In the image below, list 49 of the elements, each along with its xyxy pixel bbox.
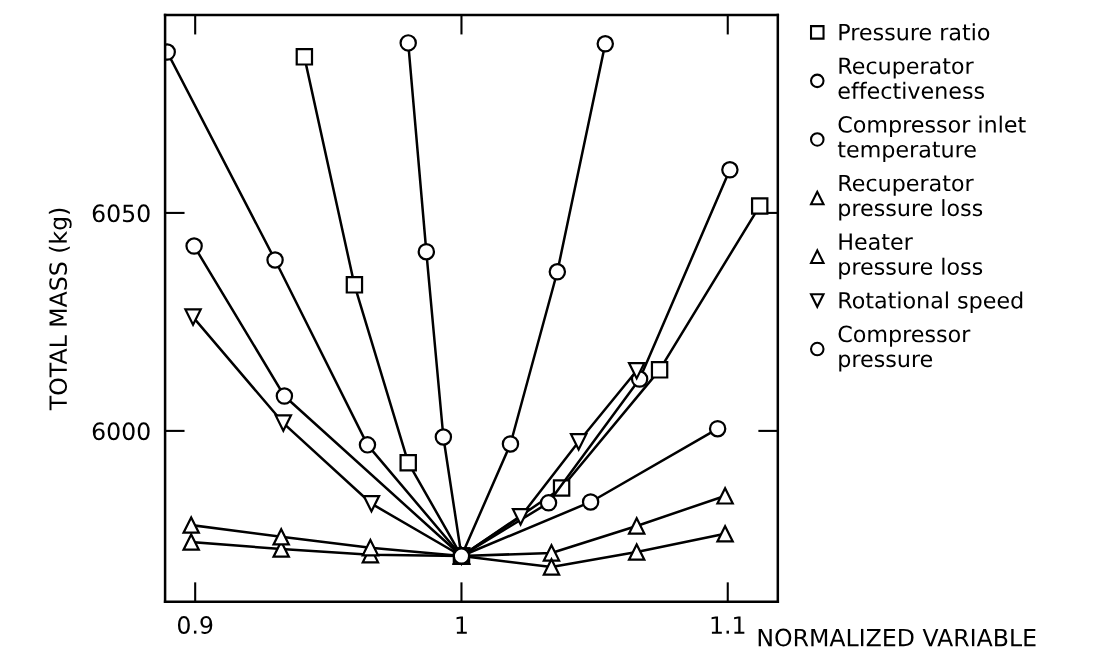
point — [399, 34, 417, 52]
point — [716, 525, 734, 543]
point — [362, 494, 381, 513]
point — [182, 533, 200, 551]
point — [266, 251, 284, 269]
point — [511, 508, 530, 526]
legend-label: Recuperator pressure loss — [839, 174, 983, 221]
legend-label: Recuperator effectiveness — [838, 57, 985, 100]
point — [272, 528, 290, 546]
x-tick-label: 1.1 — [711, 616, 745, 634]
point — [627, 543, 646, 561]
point — [548, 263, 567, 281]
legend-label: Compressor pressure — [838, 325, 971, 372]
point — [539, 494, 558, 512]
point — [542, 558, 561, 576]
x-tick-label: 1 — [456, 616, 467, 634]
point — [627, 361, 646, 380]
point — [721, 161, 739, 179]
legend-label: Heater pressure loss — [839, 233, 983, 280]
point — [185, 237, 203, 255]
point — [596, 35, 615, 53]
y-axis-title: TOTAL MASS (kg) — [48, 208, 72, 411]
point — [569, 433, 588, 451]
point — [650, 361, 669, 379]
point — [274, 414, 293, 432]
point — [501, 435, 520, 453]
legend-label: Compressor inlet temperature — [837, 115, 1026, 162]
x-tick-label: 0.9 — [177, 616, 213, 634]
point — [275, 387, 294, 405]
point — [627, 517, 646, 535]
point — [184, 308, 202, 326]
point — [417, 242, 436, 261]
y-tick-label: 6000 — [92, 422, 150, 441]
point — [750, 197, 769, 215]
point — [361, 538, 380, 557]
point — [399, 453, 417, 472]
x-axis-title: NORMALIZED VARIABLE — [758, 628, 1036, 647]
point — [716, 487, 734, 505]
point — [708, 419, 727, 438]
point — [581, 493, 600, 511]
point — [434, 428, 453, 446]
point — [182, 516, 200, 534]
point — [542, 544, 561, 562]
legend-label: Pressure ratio — [839, 23, 990, 41]
legend-label: Rotational speed — [839, 291, 1023, 313]
y-tick-label: 6050 — [92, 204, 150, 223]
point — [345, 276, 364, 294]
point — [358, 436, 377, 454]
point — [295, 48, 314, 66]
